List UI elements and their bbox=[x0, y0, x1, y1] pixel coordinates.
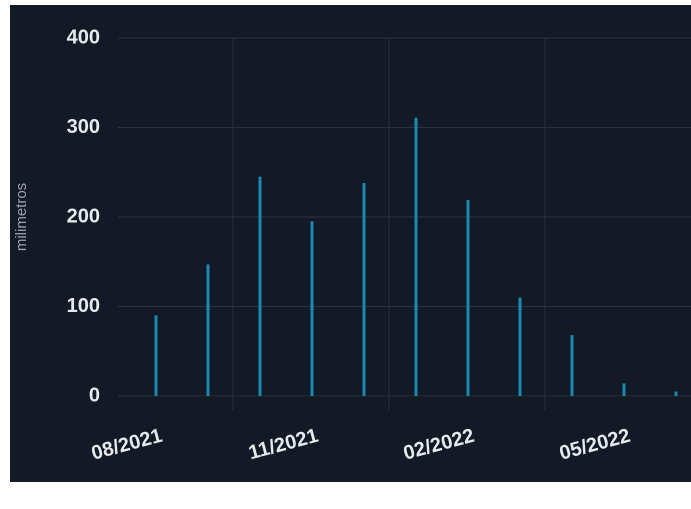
bar bbox=[414, 117, 418, 396]
y-tick-label: 400 bbox=[67, 26, 100, 48]
bar bbox=[518, 297, 522, 396]
y-tick-label: 0 bbox=[89, 384, 100, 406]
bar bbox=[206, 264, 210, 396]
bar bbox=[570, 335, 574, 396]
bar bbox=[310, 221, 314, 396]
bar bbox=[466, 199, 470, 396]
chart-background bbox=[10, 5, 691, 482]
y-tick-label: 300 bbox=[67, 116, 100, 138]
bar bbox=[674, 391, 678, 396]
bar bbox=[362, 182, 366, 396]
y-axis-label: milimetros bbox=[13, 183, 30, 251]
bar bbox=[622, 383, 626, 396]
y-tick-label: 200 bbox=[67, 205, 100, 227]
bar bbox=[258, 176, 262, 396]
y-tick-label: 100 bbox=[67, 295, 100, 317]
bar bbox=[154, 315, 158, 396]
